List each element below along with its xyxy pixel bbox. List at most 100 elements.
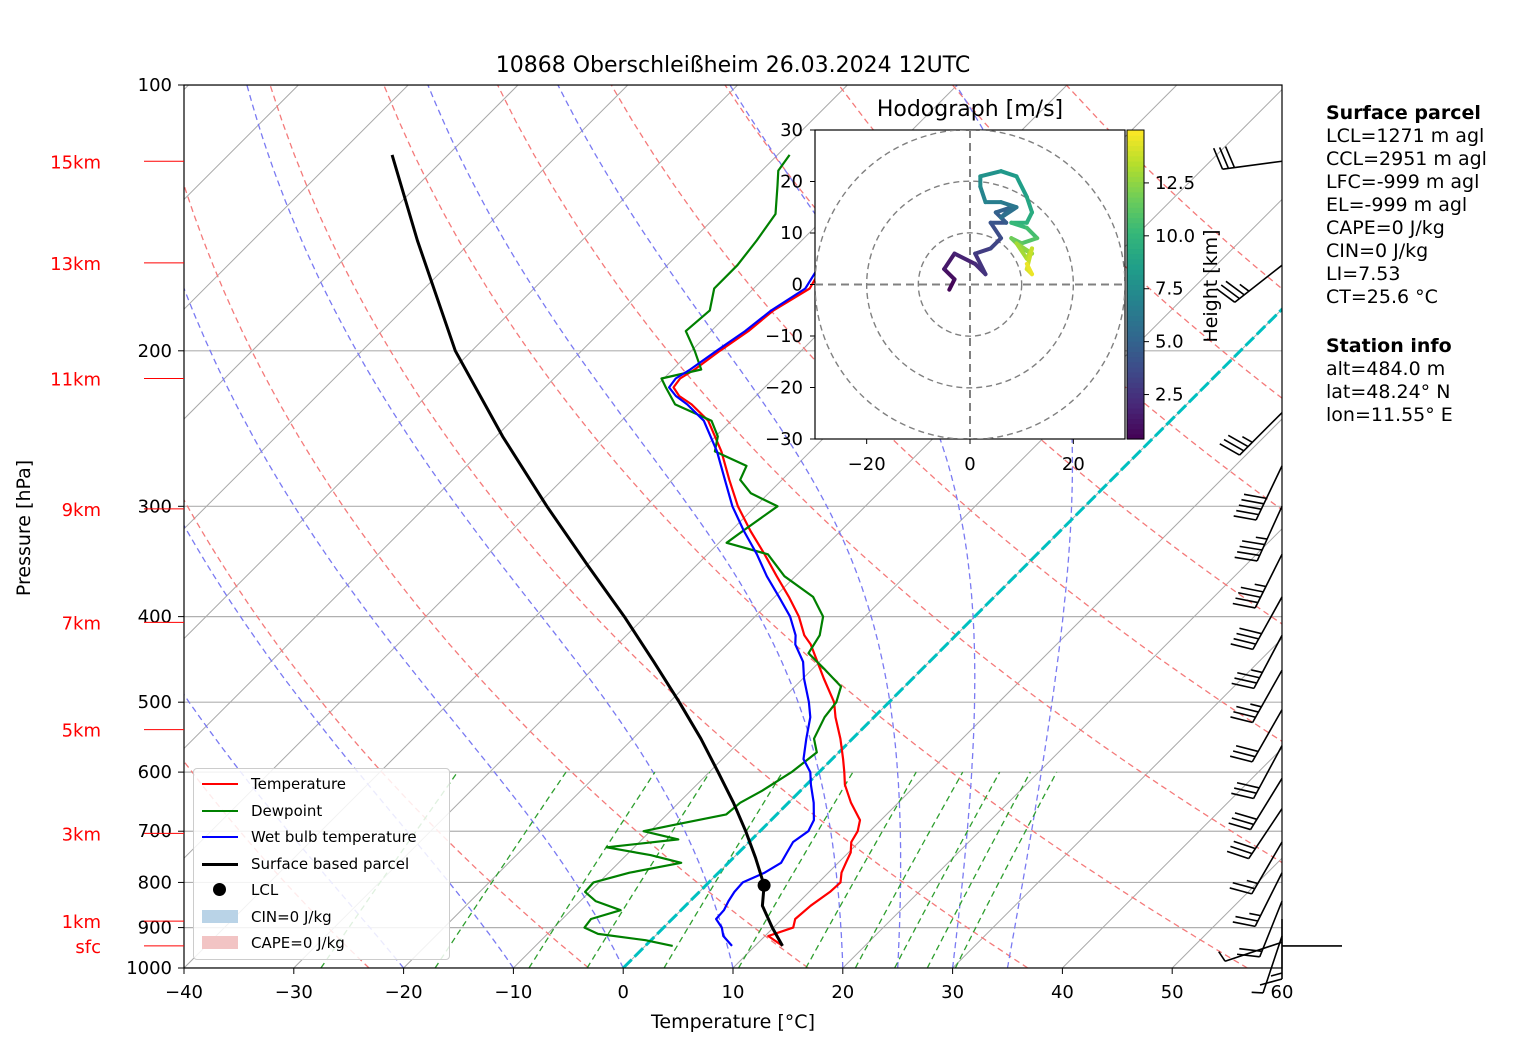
colorbar-step: [1127, 166, 1144, 172]
moist-adiabat: [184, 524, 514, 968]
barb-flag: [1234, 556, 1258, 562]
colorbar-step: [1127, 320, 1144, 327]
barb-flag: [1241, 498, 1265, 505]
temperature-line: [672, 154, 948, 947]
colorbar-step: [1127, 155, 1144, 162]
colorbar-step: [1127, 418, 1144, 425]
hodograph-segment: [1024, 261, 1034, 277]
legend-label: Temperature: [251, 775, 347, 793]
y-tick-label: 200: [138, 341, 172, 362]
colorbar-step: [1127, 222, 1144, 229]
hodograph-inset: −20 0 20 30 20 10 0 −10 −20 −30 2.5 5.0 7.5 10.0 12.5: [765, 120, 1195, 475]
height-label: 7km: [62, 613, 101, 634]
colorbar-step: [1127, 423, 1144, 430]
y-tick-label: 300: [138, 496, 172, 517]
barb-flag: [1230, 845, 1253, 855]
isotherm: [184, 85, 738, 640]
barb-staff: [1249, 778, 1283, 830]
barb-staff: [1234, 264, 1283, 303]
barb-flag: [1231, 792, 1254, 800]
barb-flag: [1233, 840, 1256, 850]
hodo-y-tick-label: 10: [780, 223, 803, 244]
barb-flag: [1237, 671, 1260, 679]
barb-flag: [1235, 915, 1259, 922]
isotherm: [184, 85, 409, 310]
wind-barb: [1232, 872, 1283, 928]
wind-barb: [1234, 505, 1283, 562]
legend-label: Dewpoint: [251, 801, 323, 820]
barb-flag: [1236, 705, 1259, 713]
barb-flag: [1226, 850, 1249, 860]
hodograph-ring: [917, 232, 1023, 337]
legend-swatch: [202, 826, 238, 848]
isotherm: [1062, 747, 1282, 968]
y-tick-label: 800: [138, 872, 172, 893]
isotherm: [184, 85, 629, 530]
y-tick-label: 1000: [126, 958, 172, 979]
legend-swatch: [202, 879, 238, 901]
colorbar-step: [1127, 258, 1144, 265]
height-label: 11km: [50, 370, 101, 391]
wind-barb: [1229, 841, 1283, 895]
colorbar-step: [1127, 263, 1144, 270]
colorbar-step: [1127, 243, 1144, 250]
wind-barb: [1212, 146, 1283, 170]
barb-flag: [1236, 781, 1260, 789]
colorbar-step: [1127, 336, 1144, 342]
isotherm: [732, 418, 1282, 968]
barb-flag: [1220, 284, 1241, 300]
hodo-y-tick-label: −30: [765, 429, 803, 450]
barb-flag: [1259, 978, 1283, 986]
wind-barb: [1226, 808, 1283, 860]
height-label: 3km: [62, 824, 101, 845]
wind-barb: [1230, 669, 1283, 724]
barb-flag: [1216, 288, 1236, 303]
legend-label: Wet bulb temperature: [251, 828, 417, 846]
profile-lines: [390, 154, 948, 947]
surface-lfc: LFC=-999 m agl: [1326, 171, 1480, 193]
barb-flag: [1241, 540, 1265, 546]
colorbar-step: [1127, 217, 1144, 224]
x-tick-label: 30: [941, 982, 964, 1003]
hodograph-segment: [1019, 236, 1040, 246]
moist-adiabat: [427, 85, 844, 968]
height-label: 1km: [62, 912, 101, 933]
legend-item: Dewpoint: [194, 800, 449, 822]
barb-flag: [1225, 280, 1245, 296]
barb-flag: [1235, 597, 1259, 604]
colorbar-step: [1127, 145, 1144, 152]
hodo-y-tick-label: 30: [780, 120, 803, 141]
colorbar-step: [1127, 330, 1144, 337]
height-label: 13km: [50, 254, 101, 275]
barb-staff: [1255, 465, 1283, 521]
dry-adiabat: [497, 85, 1282, 864]
legend-swatch: [202, 800, 238, 822]
mixing-ratio-line: [926, 771, 1031, 968]
barb-flag: [1229, 755, 1253, 763]
barb-flag: [1233, 710, 1256, 719]
barb-half: [1255, 536, 1268, 540]
legend-swatch: [202, 853, 238, 875]
moist-adiabat: [184, 286, 624, 968]
colorbar-step: [1127, 171, 1144, 177]
colorbar-step: [1127, 279, 1144, 286]
legend-item: Wet bulb temperature: [194, 826, 449, 848]
colorbar-step: [1127, 253, 1144, 260]
colorbar-step: [1127, 238, 1144, 244]
isotherm: [184, 85, 519, 420]
wind-barb: [1231, 634, 1283, 690]
station-lon: lon=11.55° E: [1326, 404, 1453, 426]
hodograph-segment: [988, 220, 1003, 241]
wind-barb: [1236, 900, 1283, 958]
barb-half: [1242, 435, 1253, 444]
colorbar-step: [1127, 186, 1144, 193]
surface-lcl: LCL=1271 m agl: [1326, 125, 1485, 147]
x-tick-label: 40: [1051, 982, 1074, 1003]
barb-half: [1251, 991, 1264, 994]
y-tick-label: 500: [138, 692, 172, 713]
legend-label: LCL: [251, 881, 279, 899]
moist-adiabat: [955, 85, 1074, 968]
colorbar-tick-label: 5.0: [1155, 332, 1184, 353]
station-alt: alt=484.0 m: [1326, 358, 1446, 380]
